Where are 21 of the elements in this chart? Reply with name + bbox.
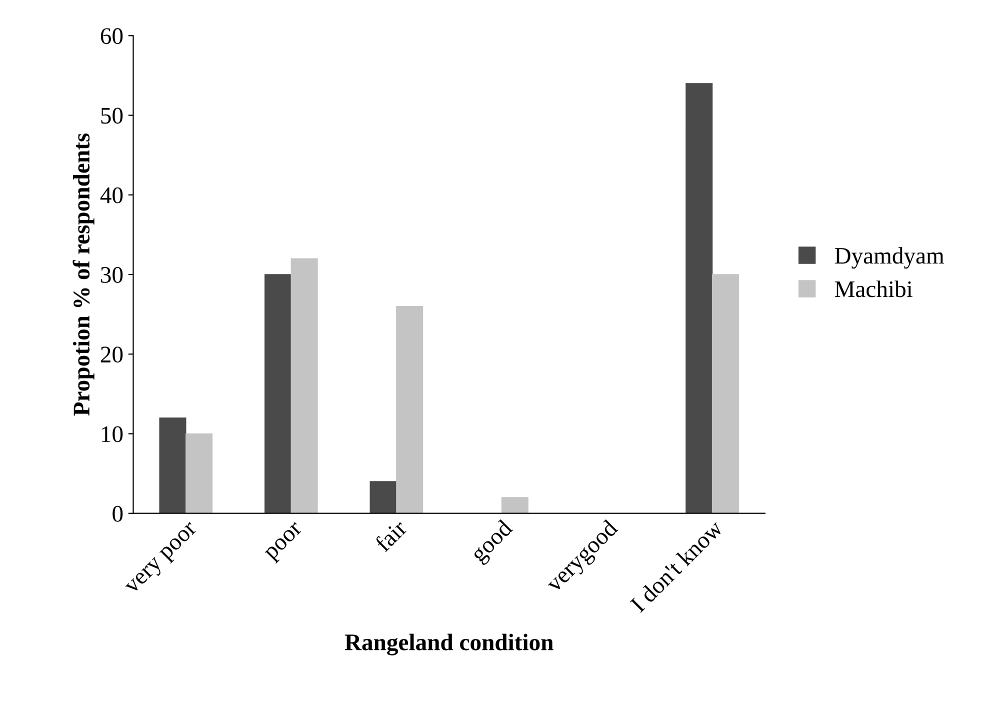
bar — [186, 433, 213, 514]
y-tick-label: 20 — [100, 346, 123, 363]
bar — [159, 417, 186, 514]
y-tick-label: 0 — [112, 506, 123, 522]
x-axis-title: Rangeland condition — [344, 634, 554, 656]
y-tick-label: 60 — [100, 28, 123, 44]
y-tick-label: 30 — [101, 266, 123, 283]
bar — [396, 306, 424, 514]
y-tick-label: 50 — [101, 108, 123, 124]
legend-label: Dyamdyam — [834, 247, 944, 269]
legend-label: Machibi — [834, 280, 912, 298]
y-tick-label: 10 — [102, 426, 123, 442]
y-axis-title: Propotion % of respondents — [72, 133, 94, 416]
bar — [264, 274, 292, 514]
bar — [290, 258, 318, 514]
bar — [501, 497, 528, 514]
bar — [686, 83, 713, 514]
bar — [370, 481, 397, 514]
x-tick-label: fair — [374, 518, 408, 553]
bar — [712, 274, 739, 514]
y-tick-label: 40 — [100, 187, 123, 204]
